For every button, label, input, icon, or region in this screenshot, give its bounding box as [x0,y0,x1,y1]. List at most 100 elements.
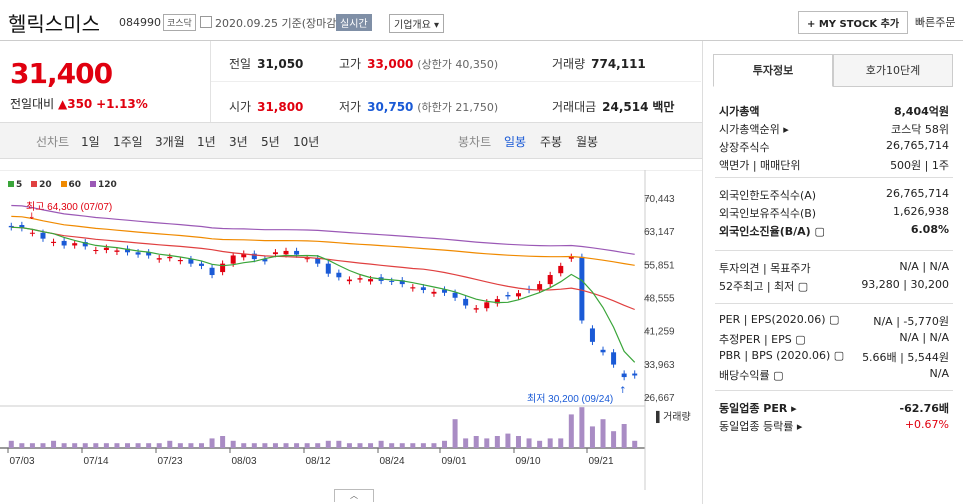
candle [579,256,585,321]
info-row: 투자의견 | 목표주가 N/A | N/A [719,260,949,275]
volume-bar [452,419,458,448]
volume-bar [600,419,606,448]
price-box: 31,400 전일대비 ▲350 +1.13% [0,41,211,122]
quick-order-link[interactable]: 빠른주문 [915,16,956,29]
candle [8,225,14,228]
tab-1w[interactable]: 1주일 [113,135,143,149]
volume-bar [146,443,152,448]
calendar-icon [200,16,212,28]
volume-bar [8,440,14,448]
info-row: 추정PER | EPS ▢ N/A | N/A [719,331,949,346]
candle [220,263,226,273]
x-tick-label: 09/01 [441,456,466,467]
volume-bar [357,443,363,448]
candle [632,373,638,376]
candle [125,248,131,253]
x-tick-label: 09/21 [588,456,613,467]
tab-invest-info[interactable]: 투자정보 [713,54,833,87]
candle [61,240,67,246]
volume-bar [251,443,257,448]
change-label: 전일대비 [10,97,55,111]
info-row: 외국인한도주식수(A) 26,765,714 [719,187,949,202]
ma60-line [11,215,635,266]
tab-daily[interactable]: 일봉 [504,135,527,149]
tab-1y[interactable]: 1년 [197,135,216,149]
candle [262,259,268,262]
volume-bar [568,414,574,448]
candle [336,272,342,278]
x-tick-label: 07/23 [157,456,182,467]
info-row: 액면가 | 매매단위 500원 | 1주 [719,159,949,172]
info-row: PER | EPS(2020.06) ▢ N/A | -5,770원 [719,313,949,328]
tab-5y[interactable]: 5년 [261,135,280,149]
my-stock-add-button[interactable]: + MY STOCK 추가 [798,11,909,34]
ma120-line [11,204,635,255]
volume-bar [294,443,300,448]
tab-10y[interactable]: 10년 [293,135,320,149]
candle [29,232,35,234]
candle [431,291,437,294]
y-tick-label: 63,147 [644,227,675,238]
tab-3m[interactable]: 3개월 [155,135,185,149]
stat-volume: 거래량 774,111 [552,57,646,71]
candle [114,250,120,252]
low-label: 최저 30,200 (09/24) [527,393,613,405]
volume-bar [505,433,511,448]
candle [484,302,490,309]
high-arrow: ↓ [28,212,36,222]
volume-label: ▌거래량 [656,410,691,424]
volume-bar [389,443,395,448]
candle [473,308,479,310]
candle [283,250,289,255]
volume-bar [399,443,405,448]
info-row: PBR | BPS (2020.06) ▢ 5.66배 | 5,544원 [719,349,949,364]
ma20-line [11,226,635,311]
volume-bar [61,443,67,448]
stat-amount: 거래대금 24,514 백만 [552,100,675,114]
info-row: 시가총액 8,404억원 [719,105,949,118]
volume-bar [410,443,416,448]
expand-chart-button[interactable]: ︿ [334,489,374,502]
info-row: 상장주식수 26,765,714 [719,139,949,154]
price-chart: 70,443 63,147 55,851 48,555 41,259 33,963 26,6… [0,170,702,490]
stat-low: 저가 30,750 (하한가 21,750) [339,100,499,114]
candle [452,292,458,298]
candle [103,247,109,251]
chart-tabs: 선차트 1일 1주일 3개월 1년 3년 5년 10년 봉차트 일봉 주봉 월봉 [0,122,702,159]
volume-bar [241,443,247,448]
candle [346,279,352,282]
tab-3y[interactable]: 3년 [229,135,248,149]
legend-120: 120 [89,180,117,190]
volume-bar [93,443,99,448]
volume-bar [463,438,469,448]
candle [589,328,595,342]
info-row: 외국인소진율(B/A) ▢ 6.08% [719,223,949,238]
volume-bar [420,443,426,448]
tab-monthly[interactable]: 월봉 [576,135,599,149]
volume-bar [82,443,88,448]
volume-bar [125,443,131,448]
info-row: 배당수익률 ▢ N/A [719,367,949,382]
x-tick-label: 08/12 [305,456,330,467]
candle [188,259,194,264]
tab-1d[interactable]: 1일 [81,135,100,149]
candle [93,250,99,252]
low-arrow: ↑ [619,386,627,396]
tab-weekly[interactable]: 주봉 [540,135,563,149]
tab-orderbook[interactable]: 호가10단계 [833,54,953,87]
y-tick-label: 33,963 [644,360,675,371]
volume-bar [230,440,236,448]
market-badge: 코스닥 [163,14,196,31]
volume-bar [304,443,310,448]
tab-line-chart[interactable]: 선차트 [36,135,70,149]
stat-open: 시가 31,800 [229,100,304,114]
candle [547,275,553,285]
tab-candle[interactable]: 봉차트 [458,135,492,149]
company-info-dropdown[interactable]: 기업개요 ▾ [389,14,445,33]
realtime-button[interactable]: 실시간 [336,14,372,31]
volume-bar [29,443,35,448]
candle [272,252,278,255]
x-tick-label: 08/24 [379,456,404,467]
candle [177,260,183,262]
legend-20: 20 [31,180,52,190]
